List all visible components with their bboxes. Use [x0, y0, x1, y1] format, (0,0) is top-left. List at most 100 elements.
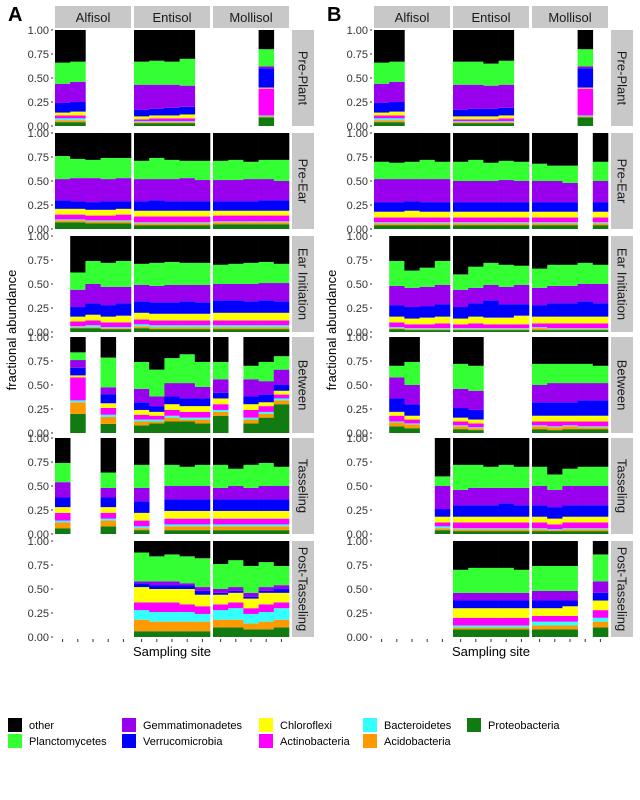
legend-swatch — [122, 718, 136, 732]
row-strip-label: Pre-Ear — [296, 159, 311, 204]
bar-segment-actinobacteria — [164, 320, 180, 326]
bar-segment-acidobacteria — [70, 120, 86, 123]
bar-segment-chloroflexi — [592, 415, 609, 422]
facet-background — [532, 30, 608, 126]
bar-segment-planctomycetes — [55, 62, 71, 84]
bar-segment-proteobacteria — [179, 421, 196, 433]
bar-segment-proteobacteria — [273, 329, 290, 332]
bar-segment-gemmatimonadetes — [453, 592, 469, 601]
bar-segment-chloroflexi — [483, 211, 499, 218]
y-tick-label: 0.25 — [347, 505, 368, 517]
bar-segment-bacteroidetes — [592, 617, 609, 622]
bar-segment-gemmatimonadetes — [453, 84, 469, 110]
bar-segment-verrucomicrobia — [258, 590, 275, 593]
bar-segment-planctomycetes — [258, 462, 275, 486]
bar-segment-acidobacteria — [100, 520, 117, 527]
bar-segment-chloroflexi — [70, 111, 86, 116]
bar-segment-actinobacteria — [389, 322, 405, 328]
bar-segment-proteobacteria — [592, 330, 609, 332]
bar-segment-planctomycetes — [228, 159, 244, 181]
bar-segment-proteobacteria — [468, 225, 484, 229]
bar-segment-planctomycetes — [547, 264, 563, 286]
bar-segment-other — [164, 541, 180, 555]
bar-segment-verrucomicrobia — [498, 107, 515, 116]
bar-segment-actinobacteria — [577, 323, 594, 329]
bar-segment-actinobacteria — [164, 518, 180, 525]
bar-segment-bacteroidetes — [404, 222, 420, 224]
bar-segment-gemmatimonadetes — [592, 486, 609, 506]
bar-segment-proteobacteria — [453, 629, 469, 637]
bar-segment-bacteroidetes — [213, 409, 229, 412]
bar-segment-actinobacteria — [453, 217, 469, 223]
bar-segment-gemmatimonadetes — [164, 486, 180, 500]
bar-segment-actinobacteria — [55, 214, 71, 220]
bar-segment-bacteroidetes — [273, 524, 290, 527]
bar-segment-gemmatimonadetes — [273, 486, 290, 500]
bar-segment-chloroflexi — [577, 415, 594, 422]
bar-segment-verrucomicrobia — [453, 109, 469, 117]
bar-segment-other — [453, 30, 469, 62]
bar-segment-chloroflexi — [213, 510, 229, 519]
bar-segment-bacteroidetes — [70, 326, 86, 328]
bar-segment-verrucomicrobia — [498, 202, 515, 212]
bar-segment-verrucomicrobia — [134, 301, 150, 313]
bar-segment-acidobacteria — [228, 619, 244, 628]
bar-segment-bacteroidetes — [592, 426, 609, 428]
bar-segment-verrucomicrobia — [592, 202, 609, 212]
y-tick-label: 0.75 — [28, 152, 49, 164]
bar-segment-bacteroidetes — [389, 222, 405, 224]
bar-segment-other — [258, 438, 275, 463]
bar-segment-verrucomicrobia — [498, 600, 515, 609]
bar-segment-gemmatimonadetes — [115, 178, 132, 202]
bar-segment-actinobacteria — [273, 215, 290, 222]
bar-segment-proteobacteria — [258, 329, 275, 332]
bar-segment-verrucomicrobia — [404, 404, 420, 416]
bar-segment-bacteroidetes — [453, 121, 469, 123]
bar-segment-proteobacteria — [85, 328, 101, 332]
bar-segment-verrucomicrobia — [55, 102, 71, 113]
bar-segment-other — [70, 337, 86, 353]
bar-segment-actinobacteria — [434, 522, 451, 527]
bar-segment-verrucomicrobia — [149, 108, 165, 116]
bar-segment-actinobacteria — [179, 118, 196, 122]
bar-segment-chloroflexi — [453, 211, 469, 218]
bar-segment-acidobacteria — [468, 529, 484, 532]
bar-segment-verrucomicrobia — [149, 200, 165, 211]
y-tick-label: 1.00 — [28, 25, 49, 37]
bar-segment-chloroflexi — [513, 315, 530, 325]
bar-segment-gemmatimonadetes — [577, 486, 594, 506]
bar-segment-verrucomicrobia — [100, 497, 117, 508]
bar-segment-other — [434, 133, 451, 162]
bar-segment-bacteroidetes — [149, 419, 165, 422]
column-strip — [453, 6, 529, 28]
bar-segment-planctomycetes — [513, 569, 530, 593]
bar-segment-verrucomicrobia — [213, 201, 229, 211]
bar-segment-planctomycetes — [562, 468, 578, 486]
y-tick-label: 0.75 — [28, 255, 49, 267]
bar-segment-verrucomicrobia — [164, 396, 180, 405]
bar-segment-bacteroidetes — [258, 221, 275, 223]
bar-segment-gemmatimonadetes — [115, 286, 132, 304]
bar-segment-proteobacteria — [134, 631, 150, 637]
bar-segment-planctomycetes — [194, 558, 211, 588]
bar-segment-actinobacteria — [70, 214, 86, 220]
bar-segment-gemmatimonadetes — [243, 179, 259, 202]
bar-segment-bacteroidetes — [498, 528, 515, 530]
bar-segment-gemmatimonadetes — [374, 179, 390, 203]
bar-segment-verrucomicrobia — [562, 505, 578, 517]
bar-segment-actinobacteria — [468, 217, 484, 223]
bar-segment-chloroflexi — [194, 210, 211, 217]
bar-segment-chloroflexi — [389, 111, 405, 116]
bar-segment-planctomycetes — [100, 472, 117, 488]
bar-segment-gemmatimonadetes — [213, 284, 229, 301]
bar-segment-planctomycetes — [513, 265, 530, 285]
bar-segment-acidobacteria — [434, 223, 451, 226]
bar-segment-planctomycetes — [434, 260, 451, 285]
bar-segment-other — [179, 30, 196, 59]
bar-segment-other — [194, 337, 211, 362]
bar-segment-acidobacteria — [498, 122, 515, 124]
bar-segment-verrucomicrobia — [273, 499, 290, 511]
bar-segment-actinobacteria — [149, 320, 165, 326]
bar-segment-proteobacteria — [498, 330, 515, 332]
bar-segment-other — [547, 541, 563, 566]
